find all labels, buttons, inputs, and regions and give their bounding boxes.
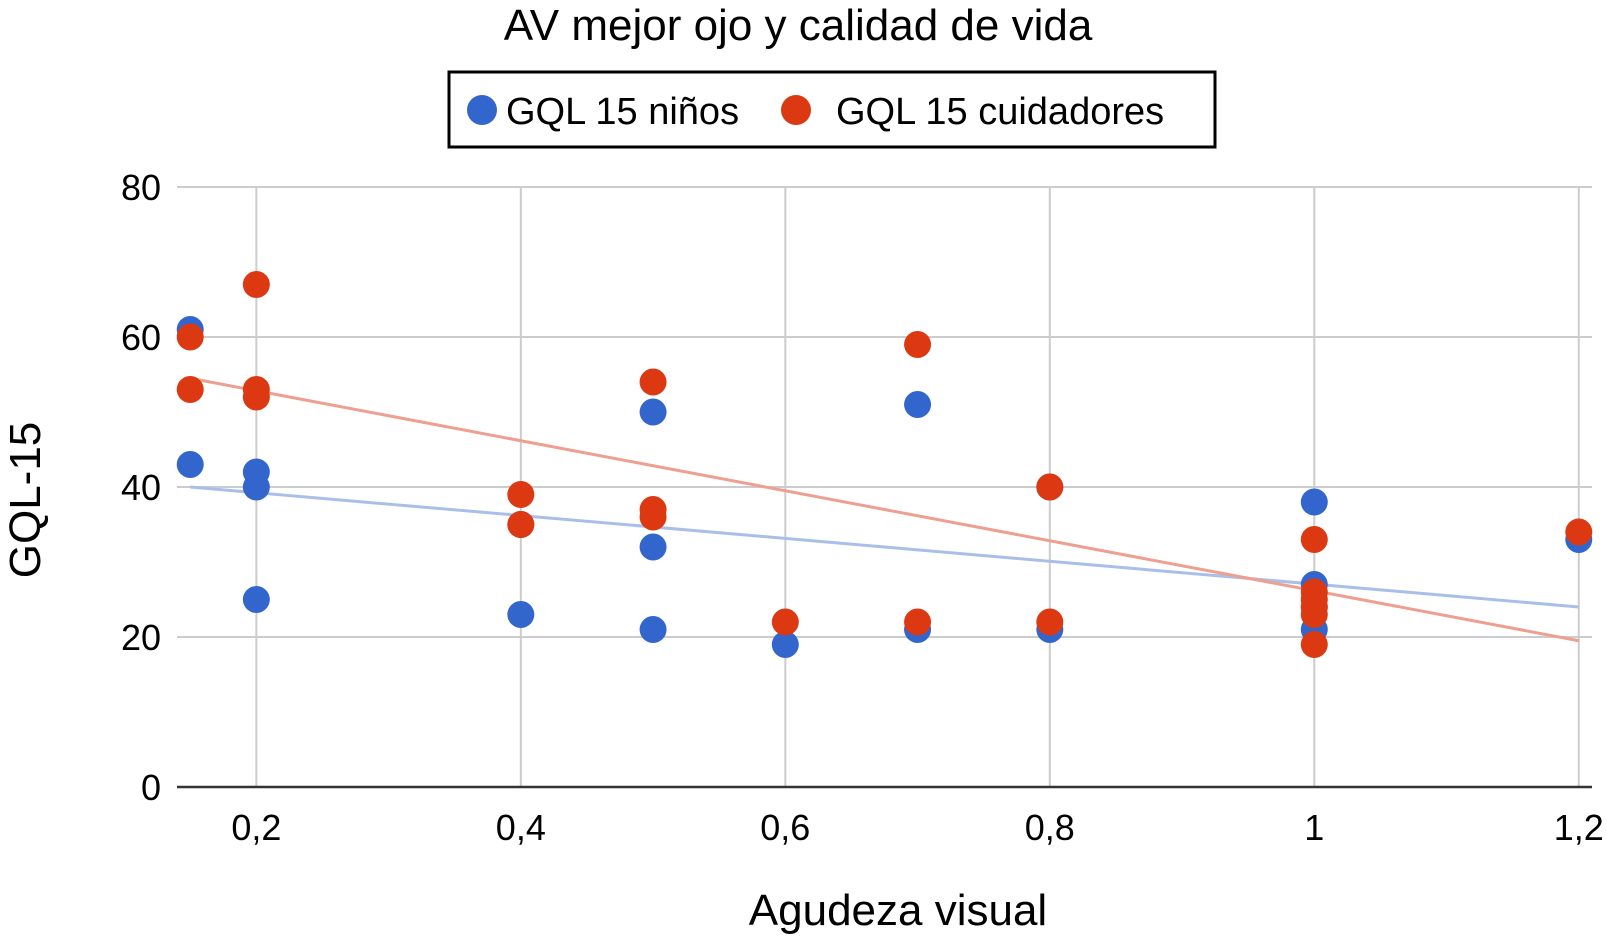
data-point-series-0 — [639, 616, 667, 643]
x-tick-label: 0,4 — [496, 807, 546, 848]
data-point-series-1 — [639, 503, 667, 531]
data-point-series-1 — [1565, 518, 1593, 546]
data-point-series-0 — [904, 391, 932, 418]
data-point-series-1 — [771, 608, 799, 636]
data-point-series-1 — [1300, 601, 1328, 628]
y-tick-label: 60 — [121, 317, 161, 358]
x-tick-label: 1,2 — [1554, 807, 1604, 848]
legend-marker-cuidadores — [781, 95, 811, 125]
data-point-series-1 — [904, 608, 932, 636]
trendline-series-1 — [189, 376, 1580, 643]
data-point-series-1 — [1036, 473, 1064, 501]
data-point-series-0 — [1300, 488, 1328, 516]
y-tick-label: 0 — [141, 767, 161, 808]
data-point-series-1 — [507, 511, 535, 538]
data-point-series-0 — [639, 533, 667, 561]
data-point-series-1 — [1300, 526, 1328, 553]
chart-title: AV mejor ojo y calidad de vida — [504, 1, 1093, 50]
data-point-series-0 — [771, 631, 799, 658]
y-tick-label: 80 — [121, 167, 161, 208]
data-point-series-1 — [176, 376, 204, 403]
data-point-series-1 — [639, 368, 667, 396]
trendline-series-0 — [190, 485, 1579, 609]
y-tick-label: 40 — [121, 467, 161, 508]
y-tick-label: 20 — [121, 617, 161, 658]
data-point-series-1 — [176, 323, 204, 351]
x-tick-label: 0,6 — [760, 807, 810, 848]
data-point-series-0 — [639, 398, 667, 426]
x-tick-label: 1 — [1304, 807, 1324, 848]
trendlines — [189, 376, 1580, 643]
data-point-series-1 — [904, 331, 932, 358]
data-point-series-0 — [507, 601, 535, 628]
x-axis-ticks: 0,2 0,4 0,6 0,8 1 1,2 — [231, 807, 1603, 848]
y-axis-ticks: 0 20 40 60 80 — [121, 167, 161, 808]
x-axis-title: Agudeza visual — [749, 886, 1047, 935]
legend-label-ninos: GQL 15 niños — [506, 91, 739, 133]
data-points — [176, 271, 1593, 658]
data-point-series-1 — [1300, 631, 1328, 658]
data-point-series-0 — [176, 451, 204, 478]
y-axis-title: GQL-15 — [1, 422, 50, 579]
data-point-series-1 — [242, 271, 270, 298]
legend-label-cuidadores: GQL 15 cuidadores — [836, 91, 1164, 133]
legend: GQL 15 niños GQL 15 cuidadores — [447, 70, 1217, 149]
grid — [177, 186, 1592, 787]
legend-box — [447, 70, 1217, 149]
data-point-series-1 — [507, 481, 535, 508]
x-tick-label: 0,2 — [231, 807, 281, 848]
data-point-series-1 — [242, 383, 270, 411]
data-point-series-0 — [242, 473, 270, 501]
legend-marker-ninos — [467, 95, 497, 125]
data-point-series-1 — [1036, 608, 1064, 636]
data-point-series-0 — [242, 586, 270, 613]
x-tick-label: 0,8 — [1025, 807, 1075, 848]
